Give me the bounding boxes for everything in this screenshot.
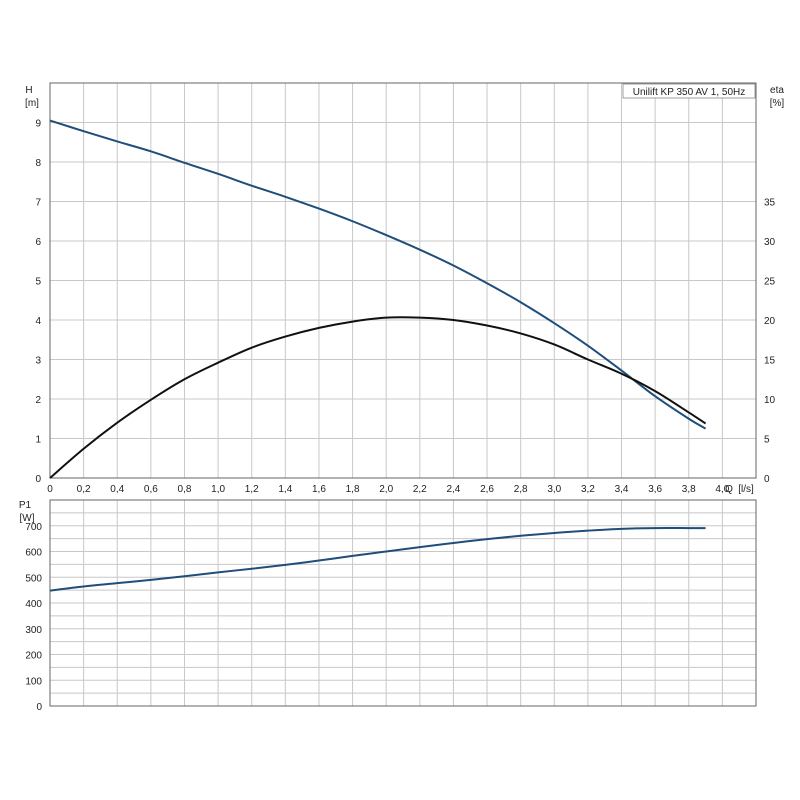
eta-tick-label: 35 bbox=[764, 198, 776, 209]
h-tick-label: 0 bbox=[35, 474, 41, 485]
bottom-plot-frame bbox=[49, 499, 757, 707]
x-tick-label: 2,4 bbox=[446, 484, 460, 495]
x-tick-label: 3,8 bbox=[682, 484, 696, 495]
x-tick-label: 1,0 bbox=[211, 484, 225, 495]
h-tick-label: 2 bbox=[35, 395, 41, 406]
x-tick-label: 2,0 bbox=[379, 484, 393, 495]
x-tick-label: 0,6 bbox=[144, 484, 158, 495]
bottom-plot-grid bbox=[49, 499, 756, 707]
chart-title-box bbox=[622, 83, 756, 99]
h-tick-label: 7 bbox=[35, 198, 41, 209]
x-tick-label: 1,6 bbox=[312, 484, 326, 495]
p1-tick-label: 400 bbox=[25, 599, 42, 610]
eta-tick-label: 15 bbox=[764, 356, 776, 367]
x-tick-label: 2,8 bbox=[514, 484, 528, 495]
top-plot-tick-labels: 0 0,2 0,4 0,6 0,8 1,0 1,2 1,4 1,6 1,8 2,0 2,2 2,4 2,6… bbox=[35, 119, 775, 496]
h-tick-label: 6 bbox=[35, 237, 41, 248]
x-tick-label: 3,6 bbox=[648, 484, 662, 495]
x-tick-label: 2,6 bbox=[480, 484, 494, 495]
x-tick-label: 3,0 bbox=[547, 484, 561, 495]
eta-tick-label: 0 bbox=[764, 474, 770, 485]
p1-axis-label: P1 bbox=[19, 500, 32, 511]
eta-axis-label: eta bbox=[770, 85, 784, 96]
eta-axis-unit: [%] bbox=[770, 98, 785, 109]
p1-tick-label: 200 bbox=[25, 651, 42, 662]
h-axis-unit: [m] bbox=[25, 98, 39, 109]
h-tick-label: 3 bbox=[35, 356, 41, 367]
p1-tick-label: 700 bbox=[25, 522, 42, 533]
x-tick-label: 0 bbox=[47, 484, 53, 495]
eta-tick-label: 30 bbox=[764, 237, 776, 248]
top-plot-series bbox=[49, 119, 707, 479]
p1-tick-label: 100 bbox=[25, 676, 42, 687]
p1-tick-label: 600 bbox=[25, 548, 42, 559]
p1-tick-label: 0 bbox=[36, 702, 42, 713]
bottom-plot-tick-labels: 0 100 200 300 400 500 600 700 bbox=[25, 522, 42, 713]
x-tick-label: 0,2 bbox=[77, 484, 91, 495]
power-curve-p1 bbox=[49, 527, 706, 592]
h-tick-label: 9 bbox=[35, 119, 41, 130]
q-axis-label: Q bbox=[725, 484, 733, 495]
h-tick-label: 5 bbox=[35, 277, 41, 288]
top-plot-frame bbox=[49, 82, 757, 479]
q-axis-unit: [l/s] bbox=[738, 484, 754, 495]
p1-axis-unit: [W] bbox=[20, 513, 35, 524]
x-tick-label: 2,2 bbox=[413, 484, 427, 495]
eta-tick-label: 20 bbox=[764, 316, 776, 327]
bottom-plot-series bbox=[49, 527, 706, 592]
x-tick-label: 1,2 bbox=[245, 484, 259, 495]
x-tick-label: 1,4 bbox=[278, 484, 292, 495]
head-curve-h bbox=[49, 119, 707, 430]
eta-tick-label: 25 bbox=[764, 277, 776, 288]
p1-tick-label: 500 bbox=[25, 573, 42, 584]
eta-tick-label: 5 bbox=[764, 435, 770, 446]
x-tick-label: 0,4 bbox=[110, 484, 124, 495]
x-tick-label: 1,8 bbox=[346, 484, 360, 495]
x-tick-label: 4,0 bbox=[715, 484, 729, 495]
p1-tick-label: 300 bbox=[25, 625, 42, 636]
efficiency-curve-eta bbox=[49, 316, 707, 479]
h-axis-label: H bbox=[25, 85, 32, 96]
x-tick-label: 3,4 bbox=[615, 484, 629, 495]
h-tick-label: 1 bbox=[35, 435, 41, 446]
h-tick-label: 4 bbox=[35, 316, 41, 327]
chart-title: Unilift KP 350 AV 1, 50Hz bbox=[633, 87, 745, 98]
h-tick-label: 8 bbox=[35, 158, 41, 169]
x-tick-label: 0,8 bbox=[178, 484, 192, 495]
top-plot-grid bbox=[49, 82, 756, 479]
eta-tick-label: 10 bbox=[764, 395, 776, 406]
x-tick-label: 3,2 bbox=[581, 484, 595, 495]
